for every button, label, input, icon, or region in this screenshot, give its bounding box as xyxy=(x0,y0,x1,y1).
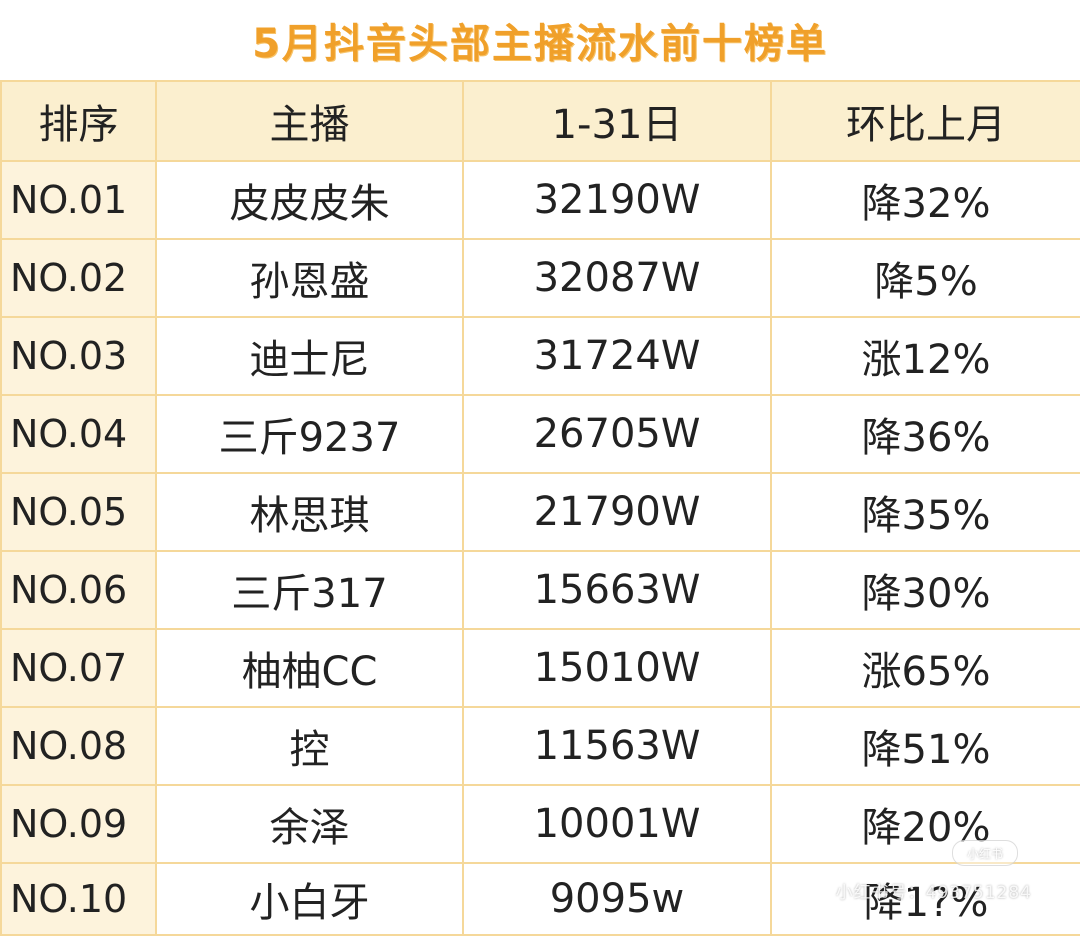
table-row: NO.07 柚柚CC 15010W 涨65% xyxy=(0,628,1080,708)
flow-cell: 10001W xyxy=(462,784,772,864)
table-header-row: 排序 主播 1-31日 环比上月 xyxy=(0,80,1080,162)
mom-change-cell: 降1?% xyxy=(770,862,1080,936)
streamer-name-cell: 控 xyxy=(155,706,464,786)
mom-change-cell: 降35% xyxy=(770,472,1080,552)
mom-change-cell: 降5% xyxy=(770,238,1080,318)
header-rank: 排序 xyxy=(0,80,157,162)
rank-cell: NO.07 xyxy=(0,628,157,708)
table-row: NO.09 余泽 10001W 降20% xyxy=(0,784,1080,864)
flow-cell: 31724W xyxy=(462,316,772,396)
mom-change-cell: 降32% xyxy=(770,160,1080,240)
flow-cell: 21790W xyxy=(462,472,772,552)
table-row: NO.08 控 11563W 降51% xyxy=(0,706,1080,786)
streamer-name-cell: 柚柚CC xyxy=(155,628,464,708)
table-row: NO.03 迪士尼 31724W 涨12% xyxy=(0,316,1080,396)
mom-change-cell: 降20% xyxy=(770,784,1080,864)
rank-cell: NO.09 xyxy=(0,784,157,864)
streamer-name-cell: 林思琪 xyxy=(155,472,464,552)
table-row: NO.01 皮皮皮朱 32190W 降32% xyxy=(0,160,1080,240)
flow-cell: 11563W xyxy=(462,706,772,786)
flow-cell: 9095w xyxy=(462,862,772,936)
title-bar: 5月抖音头部主播流水前十榜单 xyxy=(0,0,1080,80)
ranking-table-container: 排序 主播 1-31日 环比上月 NO.01 皮皮皮朱 32190W 降32% … xyxy=(0,80,1080,938)
streamer-name-cell: 三斤9237 xyxy=(155,394,464,474)
mom-change-cell: 涨65% xyxy=(770,628,1080,708)
rank-cell: NO.01 xyxy=(0,160,157,240)
rank-cell: NO.06 xyxy=(0,550,157,630)
header-streamer: 主播 xyxy=(155,80,464,162)
streamer-name-cell: 孙恩盛 xyxy=(155,238,464,318)
header-month-over-month: 环比上月 xyxy=(770,80,1080,162)
flow-cell: 26705W xyxy=(462,394,772,474)
streamer-name-cell: 余泽 xyxy=(155,784,464,864)
mom-change-cell: 降51% xyxy=(770,706,1080,786)
header-date-range: 1-31日 xyxy=(462,80,772,162)
table-row: NO.02 孙恩盛 32087W 降5% xyxy=(0,238,1080,318)
rank-cell: NO.03 xyxy=(0,316,157,396)
table-row: NO.04 三斤9237 26705W 降36% xyxy=(0,394,1080,474)
streamer-name-cell: 三斤317 xyxy=(155,550,464,630)
flow-cell: 32190W xyxy=(462,160,772,240)
streamer-name-cell: 迪士尼 xyxy=(155,316,464,396)
table-row: NO.06 三斤317 15663W 降30% xyxy=(0,550,1080,630)
page-title: 5月抖音头部主播流水前十榜单 xyxy=(252,21,828,67)
rank-cell: NO.02 xyxy=(0,238,157,318)
table-row: NO.05 林思琪 21790W 降35% xyxy=(0,472,1080,552)
ranking-table: 排序 主播 1-31日 环比上月 NO.01 皮皮皮朱 32190W 降32% … xyxy=(0,80,1080,936)
flow-cell: 15010W xyxy=(462,628,772,708)
flow-cell: 32087W xyxy=(462,238,772,318)
watermark-badge: 小红书 xyxy=(952,840,1018,866)
rank-cell: NO.10 xyxy=(0,862,157,936)
mom-change-cell: 降30% xyxy=(770,550,1080,630)
rank-cell: NO.08 xyxy=(0,706,157,786)
watermark-text: 小红书号：493751284 xyxy=(835,883,1032,903)
mom-change-cell: 降36% xyxy=(770,394,1080,474)
streamer-name-cell: 皮皮皮朱 xyxy=(155,160,464,240)
table-row: NO.10 小白牙 9095w 降1?% xyxy=(0,862,1080,936)
mom-change-cell: 涨12% xyxy=(770,316,1080,396)
rank-cell: NO.05 xyxy=(0,472,157,552)
rank-cell: NO.04 xyxy=(0,394,157,474)
flow-cell: 15663W xyxy=(462,550,772,630)
streamer-name-cell: 小白牙 xyxy=(155,862,464,936)
